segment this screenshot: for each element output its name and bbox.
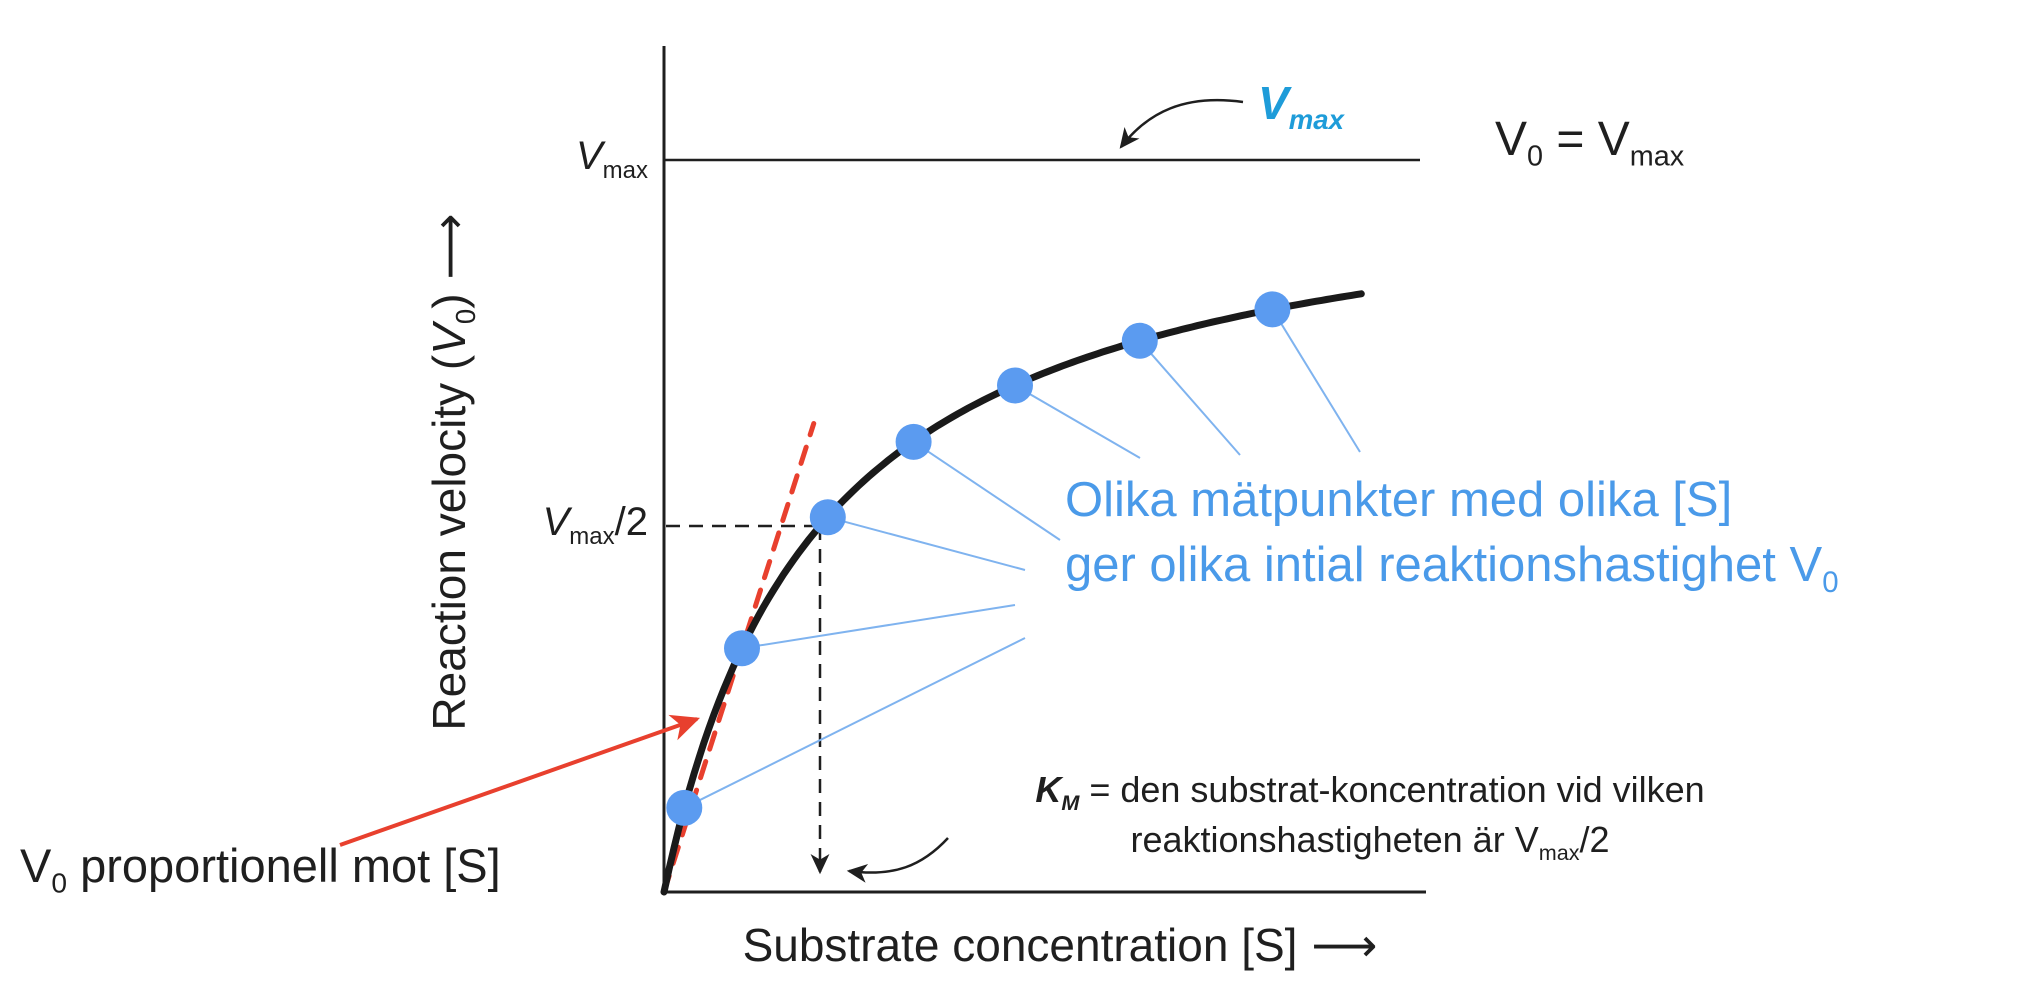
km-note-line1: KM = den substrat-koncentration vid vilk… bbox=[940, 765, 1800, 815]
point-connector-line bbox=[1271, 308, 1361, 453]
measurement-note-line2-text: ger olika intial reaktionshastighet V bbox=[1065, 537, 1823, 592]
x-axis-title: Substrate concentration [S] ⟶ bbox=[690, 918, 1430, 972]
data-point bbox=[666, 789, 703, 826]
point-connector-line bbox=[913, 440, 1061, 541]
measurement-note-line2: ger olika intial reaktionshastighet V0 bbox=[1065, 533, 1839, 598]
point-connector-line bbox=[741, 604, 1016, 650]
y-axis-title: Reaction velocity (V0) ⟶ bbox=[422, 162, 482, 782]
y-axis-title-pre: Reaction velocity ( bbox=[423, 354, 475, 731]
v0-eq-mid: = V bbox=[1543, 113, 1630, 166]
x-axis-title-text: Substrate concentration [S] bbox=[742, 919, 1298, 971]
data-point bbox=[997, 367, 1033, 404]
half-vmax-tick-sub: max bbox=[569, 523, 615, 550]
measurement-note-line2-sub: 0 bbox=[1822, 565, 1839, 599]
vmax-annotation-v: V bbox=[1258, 77, 1289, 129]
km-note-line1-text: = den substrat-koncentration vid vilken bbox=[1079, 769, 1705, 810]
data-point bbox=[1254, 291, 1291, 328]
point-connector-line bbox=[683, 637, 1026, 809]
vmax-tick-v: V bbox=[575, 134, 603, 178]
half-vmax-tick-v: V bbox=[542, 500, 570, 544]
data-point bbox=[1121, 322, 1158, 359]
proportional-note-v: V bbox=[20, 839, 52, 892]
vmax-pointer-arrow bbox=[1119, 98, 1244, 149]
km-note-line2-post: /2 bbox=[1579, 819, 1610, 861]
half-vmax-tick-label: Vmax/2 bbox=[478, 500, 648, 549]
vmax-annotation-label: Vmax bbox=[1258, 76, 1344, 133]
x-axis-arrow-icon: ⟶ bbox=[1311, 919, 1378, 971]
v0-eq-sub1: 0 bbox=[1527, 140, 1544, 173]
data-point bbox=[724, 630, 760, 667]
data-points bbox=[666, 291, 1291, 826]
measurement-note-line1: Olika mätpunkter med olika [S] bbox=[1065, 473, 1733, 527]
proportional-note: V0 proportionell mot [S] bbox=[20, 838, 501, 896]
point-connector-line bbox=[1014, 384, 1141, 459]
vmax-annotation-sub: max bbox=[1288, 104, 1344, 136]
y-axis-title-v: V bbox=[423, 324, 475, 355]
proportional-note-sub: 0 bbox=[51, 866, 68, 899]
data-point bbox=[895, 423, 932, 460]
km-note-line2-sub: max bbox=[1538, 840, 1580, 866]
point-connector-lines bbox=[683, 308, 1361, 809]
km-note: KM = den substrat-koncentration vid vilk… bbox=[940, 765, 1800, 866]
km-symbol: KM bbox=[1035, 769, 1079, 813]
data-point bbox=[809, 499, 846, 536]
km-note-line2-text: reaktionshastigheten är V bbox=[1130, 819, 1539, 861]
y-axis-title-sub: 0 bbox=[450, 308, 482, 325]
y-axis-arrow-icon: ⟶ bbox=[423, 213, 475, 280]
proportional-pointer-arrow bbox=[339, 714, 701, 847]
half-vmax-tick-post: /2 bbox=[614, 500, 648, 544]
measurement-note: Olika mätpunkter med olika [S] ger olika… bbox=[1065, 468, 1839, 597]
v0-eq-sub2: max bbox=[1629, 140, 1685, 173]
point-connector-line bbox=[1139, 340, 1241, 456]
km-symbol-sub: M bbox=[1061, 790, 1080, 816]
y-axis-title-post: ) bbox=[423, 293, 475, 309]
km-symbol-k: K bbox=[1035, 769, 1062, 810]
km-pointer-arrow bbox=[846, 837, 949, 883]
vmax-tick-label: Vmax bbox=[508, 134, 648, 183]
v0-eq-v1: V bbox=[1495, 113, 1528, 166]
point-connector-line bbox=[827, 516, 1026, 571]
v0-equals-vmax-label: V0 = Vmax bbox=[1495, 112, 1684, 171]
vmax-tick-sub: max bbox=[602, 157, 648, 184]
proportional-note-text: proportionell mot [S] bbox=[67, 839, 501, 892]
km-note-line2: reaktionshastigheten är Vmax/2 bbox=[940, 815, 1800, 865]
